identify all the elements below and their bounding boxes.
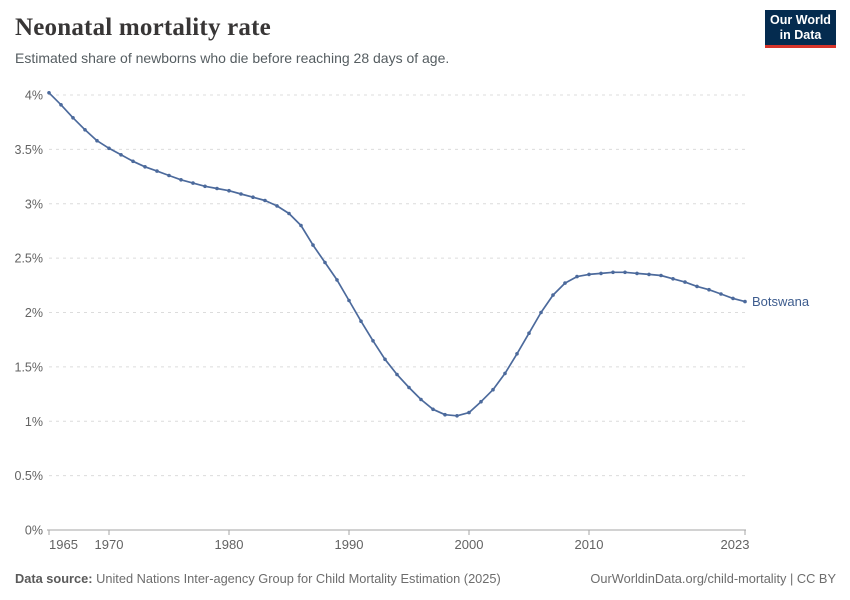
data-point[interactable]: [359, 319, 363, 324]
data-point[interactable]: [311, 243, 315, 247]
data-point[interactable]: [623, 270, 627, 275]
data-point[interactable]: [107, 146, 111, 151]
data-point[interactable]: [299, 223, 303, 228]
data-point[interactable]: [419, 397, 423, 402]
data-point[interactable]: [479, 399, 483, 404]
data-point[interactable]: [683, 280, 687, 284]
data-point[interactable]: [347, 298, 351, 303]
data-point[interactable]: [155, 169, 159, 173]
data-point[interactable]: [431, 407, 435, 412]
y-axis-tick-label: 2%: [25, 306, 43, 320]
data-source-text: United Nations Inter-agency Group for Ch…: [96, 571, 501, 586]
x-axis-tick-label: 2023: [721, 537, 750, 552]
data-point[interactable]: [455, 414, 459, 418]
data-point[interactable]: [539, 310, 543, 315]
data-point[interactable]: [575, 274, 579, 279]
y-axis-tick-label: 2.5%: [15, 252, 44, 266]
x-axis-tick-label: 2010: [575, 537, 604, 552]
data-point[interactable]: [719, 292, 723, 296]
y-axis-tick-label: 4%: [25, 89, 43, 103]
y-axis-tick-label: 0%: [25, 524, 43, 538]
data-source-note: Data source: United Nations Inter-agency…: [15, 571, 501, 587]
data-point[interactable]: [371, 339, 375, 343]
x-axis-tick-label: 1965: [49, 537, 78, 552]
data-point[interactable]: [659, 273, 663, 278]
data-point[interactable]: [167, 173, 171, 178]
data-point[interactable]: [383, 357, 387, 362]
x-axis-tick-label: 1980: [215, 537, 244, 552]
data-point[interactable]: [131, 159, 135, 164]
data-point[interactable]: [119, 153, 123, 157]
data-series-line[interactable]: [48, 91, 746, 417]
data-point[interactable]: [527, 331, 531, 336]
x-axis-tick-label: 2000: [455, 537, 484, 552]
chart-subtitle: Estimated share of newborns who die befo…: [15, 50, 450, 66]
y-axis-tick-label: 3.5%: [15, 143, 44, 157]
data-point[interactable]: [491, 387, 495, 392]
owid-logo[interactable]: Our World in Data: [765, 10, 836, 48]
data-point[interactable]: [743, 299, 747, 304]
data-point[interactable]: [95, 138, 99, 143]
data-point[interactable]: [467, 410, 471, 415]
owid-logo-line1: Our World: [770, 13, 831, 27]
data-point[interactable]: [635, 271, 639, 276]
data-point[interactable]: [611, 270, 615, 275]
data-point[interactable]: [239, 192, 243, 196]
data-point[interactable]: [287, 211, 291, 216]
y-axis-tick-label: 1.5%: [15, 360, 44, 374]
y-axis-tick-label: 3%: [25, 197, 43, 211]
data-point[interactable]: [695, 284, 699, 289]
data-point[interactable]: [515, 352, 519, 356]
chart-title: Neonatal mortality rate: [15, 14, 271, 41]
data-point[interactable]: [191, 181, 195, 185]
data-point[interactable]: [83, 128, 87, 132]
data-point[interactable]: [251, 195, 255, 199]
data-point[interactable]: [563, 281, 567, 285]
data-point[interactable]: [731, 296, 735, 301]
data-point[interactable]: [407, 385, 411, 390]
data-point[interactable]: [59, 103, 63, 107]
x-axis-tick-label: 1970: [95, 537, 124, 552]
data-point[interactable]: [395, 372, 399, 377]
data-point[interactable]: [71, 116, 75, 120]
chart-footer: Data source: United Nations Inter-agency…: [15, 571, 836, 587]
owid-logo-line2: in Data: [779, 28, 822, 42]
x-axis-tick-label: 1990: [335, 537, 364, 552]
data-point[interactable]: [215, 186, 219, 191]
data-point[interactable]: [143, 165, 147, 169]
data-point[interactable]: [203, 184, 207, 189]
data-point[interactable]: [275, 204, 279, 208]
data-point[interactable]: [47, 91, 51, 95]
data-point[interactable]: [227, 188, 231, 193]
data-point[interactable]: [551, 293, 555, 297]
data-source-label: Data source:: [15, 571, 93, 586]
data-point[interactable]: [443, 412, 447, 417]
data-point[interactable]: [587, 272, 591, 277]
data-point[interactable]: [263, 198, 267, 203]
chart-header: Neonatal mortality rate Estimated share …: [15, 13, 755, 67]
data-point[interactable]: [707, 287, 711, 292]
data-point[interactable]: [335, 278, 339, 282]
data-point[interactable]: [503, 371, 507, 376]
y-axis-tick-label: 1%: [25, 415, 43, 429]
data-point[interactable]: [179, 178, 183, 182]
data-point[interactable]: [599, 271, 603, 276]
data-point[interactable]: [647, 272, 651, 277]
footer-license-link[interactable]: OurWorldinData.org/child-mortality | CC …: [590, 571, 836, 586]
data-point[interactable]: [671, 277, 675, 281]
series-entity-label[interactable]: Botswana: [752, 294, 810, 309]
y-axis-tick-label: 0.5%: [15, 469, 44, 483]
data-point[interactable]: [323, 260, 327, 265]
